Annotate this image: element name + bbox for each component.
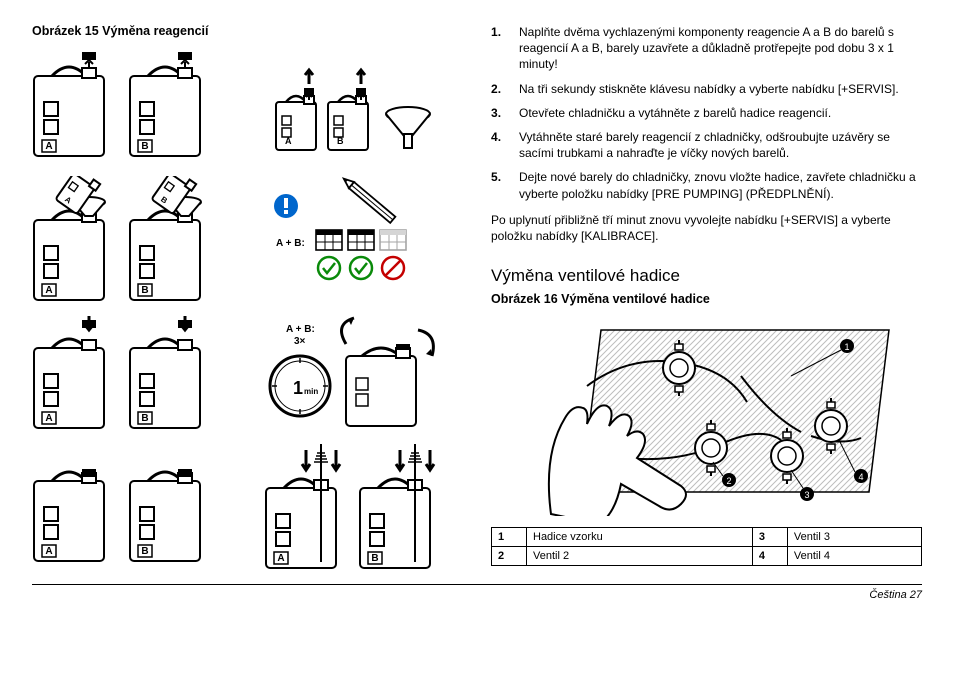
svg-text:3: 3	[804, 490, 809, 500]
svg-text:B: B	[141, 285, 148, 296]
step-5: Dejte nové barely do chladničky, znovu v…	[491, 169, 922, 201]
svg-text:3×: 3×	[294, 336, 306, 347]
svg-text:1: 1	[293, 378, 303, 398]
section-title: Výměna ventilové hadice	[491, 266, 922, 286]
after-steps-note: Po uplynutí přibližně tří minut znovu vy…	[491, 212, 922, 244]
legend-text: Ventil 4	[787, 547, 921, 566]
right-column: Naplňte dvěma vychlazenými komponenty re…	[491, 24, 922, 572]
svg-text:B: B	[141, 546, 148, 557]
legend-num: 2	[492, 547, 527, 566]
legend-text: Hadice vzorku	[527, 528, 753, 547]
legend-num: 4	[752, 547, 787, 566]
step-4: Vytáhněte staré barely reagencií z chlad…	[491, 129, 922, 161]
svg-text:A + B:: A + B:	[286, 324, 315, 335]
svg-text:2: 2	[726, 476, 731, 486]
legend-num: 3	[752, 528, 787, 547]
legend-table: 1 Hadice vzorku 3 Ventil 3 2 Ventil 2 4 …	[491, 527, 922, 566]
svg-text:B: B	[371, 553, 378, 564]
step-2: Na tři sekundy stiskněte klávesu nabídky…	[491, 81, 922, 97]
legend-text: Ventil 3	[787, 528, 921, 547]
legend-text: Ventil 2	[527, 547, 753, 566]
svg-text:A: A	[45, 413, 52, 424]
page-footer: Čeština 27	[32, 584, 922, 601]
svg-text:A: A	[45, 546, 52, 557]
left-column: Obrázek 15 Výměna reagencií	[32, 24, 463, 572]
step-1: Naplňte dvěma vychlazenými komponenty re…	[491, 24, 922, 73]
figure-15-title: Obrázek 15 Výměna reagencií	[32, 24, 463, 38]
svg-text:A: A	[45, 285, 52, 296]
svg-text:1: 1	[844, 342, 849, 352]
svg-text:B: B	[337, 136, 344, 146]
svg-text:4: 4	[858, 472, 863, 482]
figure-16-title: Obrázek 16 Výměna ventilové hadice	[491, 292, 922, 306]
svg-text:B: B	[141, 413, 148, 424]
step-3: Otevřete chladničku a vytáhněte z barelů…	[491, 105, 922, 121]
svg-text:A: A	[285, 136, 292, 146]
steps-list: Naplňte dvěma vychlazenými komponenty re…	[491, 24, 922, 202]
svg-text:min: min	[304, 387, 318, 396]
figure-16-diagram: 1 2 3 4	[491, 316, 922, 519]
svg-text:B: B	[141, 141, 148, 152]
legend-num: 1	[492, 528, 527, 547]
svg-text:A + B:: A + B:	[276, 238, 305, 249]
svg-text:A: A	[45, 141, 52, 152]
svg-text:A: A	[277, 553, 284, 564]
figure-15-diagram: A B	[32, 48, 463, 572]
